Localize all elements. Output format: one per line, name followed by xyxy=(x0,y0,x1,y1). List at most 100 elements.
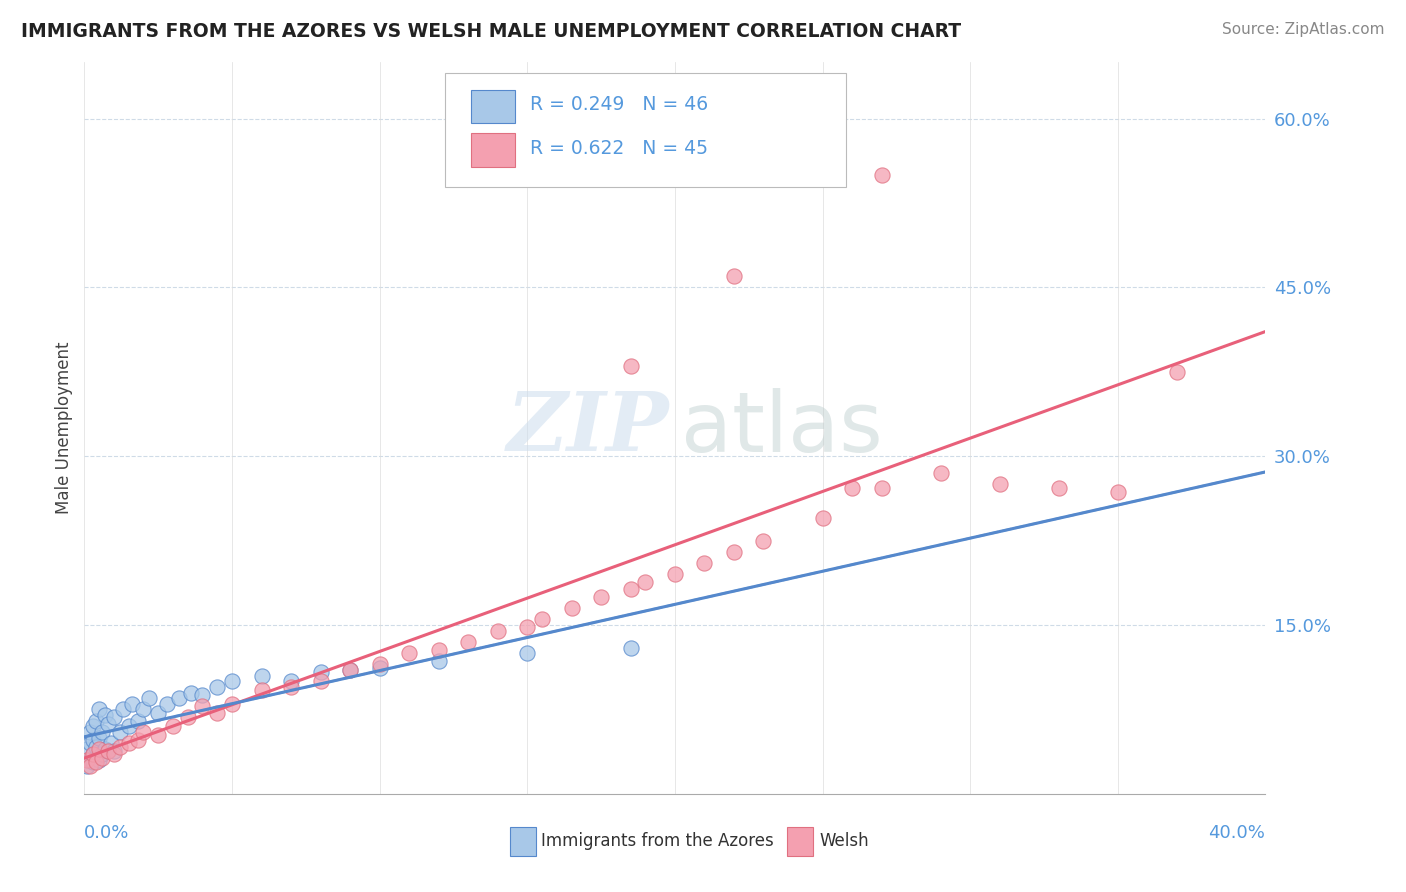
Text: 40.0%: 40.0% xyxy=(1209,824,1265,842)
Point xyxy=(91,725,114,739)
Point xyxy=(620,582,643,596)
Point xyxy=(723,545,745,559)
Point xyxy=(94,708,117,723)
Point xyxy=(121,697,143,711)
Point xyxy=(368,661,391,675)
Point xyxy=(620,640,643,655)
Point xyxy=(127,714,149,728)
Point xyxy=(177,710,200,724)
FancyBboxPatch shape xyxy=(471,134,516,167)
Point xyxy=(87,742,111,756)
Point xyxy=(693,556,716,570)
Point xyxy=(76,753,98,767)
Point xyxy=(127,732,149,747)
Point xyxy=(516,646,538,660)
Point xyxy=(82,756,104,770)
Point xyxy=(103,744,125,758)
Point xyxy=(79,758,101,772)
Point xyxy=(148,706,170,720)
Text: 0.0%: 0.0% xyxy=(84,824,129,842)
Point xyxy=(427,654,450,668)
Text: IMMIGRANTS FROM THE AZORES VS WELSH MALE UNEMPLOYMENT CORRELATION CHART: IMMIGRANTS FROM THE AZORES VS WELSH MALE… xyxy=(21,22,962,41)
Point xyxy=(79,753,101,767)
Point xyxy=(87,753,111,767)
Point xyxy=(82,719,104,733)
Point xyxy=(138,691,160,706)
Point xyxy=(103,747,125,762)
Point xyxy=(191,688,214,702)
Point xyxy=(309,674,332,689)
Point xyxy=(76,758,98,772)
Point xyxy=(97,717,120,731)
Point xyxy=(94,742,117,756)
Point xyxy=(132,725,155,739)
Point xyxy=(84,751,107,765)
Point xyxy=(108,725,131,739)
Text: R = 0.622   N = 45: R = 0.622 N = 45 xyxy=(530,139,707,158)
Point xyxy=(870,481,893,495)
Point xyxy=(591,590,613,604)
Point xyxy=(516,620,538,634)
Point xyxy=(97,744,120,758)
Point xyxy=(84,714,107,728)
Point xyxy=(398,646,420,660)
Point xyxy=(531,612,554,626)
Y-axis label: Male Unemployment: Male Unemployment xyxy=(55,342,73,515)
Point xyxy=(280,680,302,694)
FancyBboxPatch shape xyxy=(509,827,536,856)
Point xyxy=(250,683,273,698)
Point xyxy=(91,747,114,762)
Point xyxy=(1047,481,1070,495)
Point xyxy=(207,706,229,720)
Point xyxy=(132,702,155,716)
Point xyxy=(82,732,104,747)
Text: Immigrants from the Azores: Immigrants from the Azores xyxy=(541,832,775,850)
Point xyxy=(280,674,302,689)
Point xyxy=(76,742,98,756)
Point xyxy=(339,663,361,677)
Point xyxy=(100,736,122,750)
Point xyxy=(368,657,391,672)
Point xyxy=(929,466,952,480)
Point xyxy=(108,739,131,754)
Point xyxy=(870,168,893,182)
Point xyxy=(167,691,190,706)
Point xyxy=(118,736,141,750)
Text: Welsh: Welsh xyxy=(818,832,869,850)
Text: Source: ZipAtlas.com: Source: ZipAtlas.com xyxy=(1222,22,1385,37)
Point xyxy=(988,477,1011,491)
Point xyxy=(191,699,214,714)
Point xyxy=(84,756,107,770)
Point xyxy=(156,697,179,711)
FancyBboxPatch shape xyxy=(471,89,516,123)
Point xyxy=(752,533,775,548)
Point xyxy=(723,269,745,284)
Point xyxy=(457,635,479,649)
Point xyxy=(561,601,583,615)
Point xyxy=(111,702,134,716)
Point xyxy=(79,725,101,739)
Point xyxy=(207,680,229,694)
FancyBboxPatch shape xyxy=(787,827,813,856)
Point xyxy=(309,665,332,680)
Point xyxy=(82,747,104,762)
FancyBboxPatch shape xyxy=(444,73,846,186)
Text: atlas: atlas xyxy=(681,388,883,468)
Point xyxy=(427,643,450,657)
Text: R = 0.249   N = 46: R = 0.249 N = 46 xyxy=(530,95,707,114)
Point xyxy=(221,697,243,711)
Point xyxy=(162,719,184,733)
Point xyxy=(118,719,141,733)
Point xyxy=(620,359,643,374)
Point xyxy=(841,481,863,495)
Point xyxy=(664,567,686,582)
Point xyxy=(811,511,834,525)
Point xyxy=(84,739,107,754)
Point xyxy=(87,702,111,716)
Point xyxy=(82,747,104,762)
Point xyxy=(221,674,243,689)
Point xyxy=(250,669,273,683)
Point xyxy=(180,685,202,699)
Point xyxy=(103,710,125,724)
Point xyxy=(91,751,114,765)
